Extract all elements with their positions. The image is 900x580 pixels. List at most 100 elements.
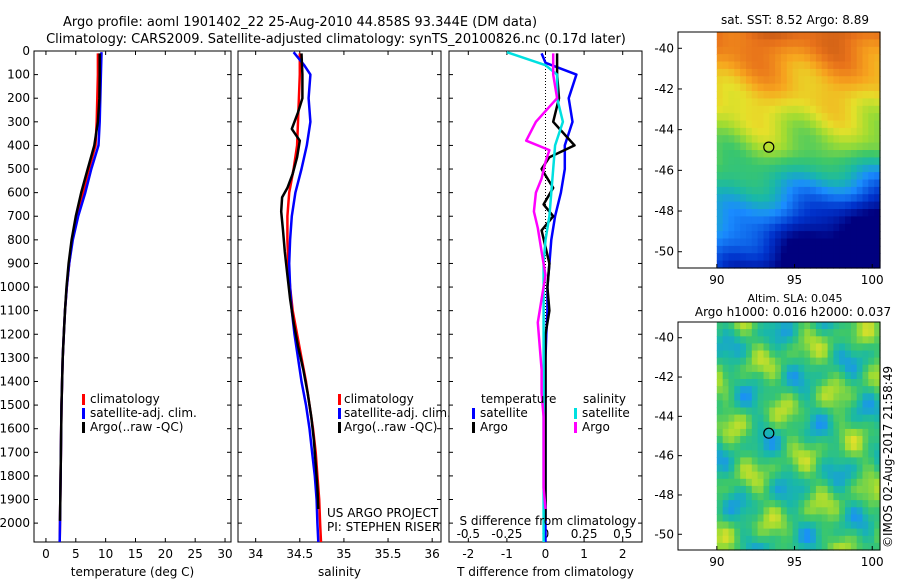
map-cell — [757, 216, 764, 225]
map-cell — [746, 535, 753, 544]
map-cell — [780, 500, 788, 508]
map-cell — [751, 457, 759, 466]
map-cell — [833, 142, 840, 151]
map-cell — [810, 39, 817, 48]
map-cell — [856, 223, 864, 232]
map-cell — [751, 535, 759, 544]
y-tick-label: 400 — [7, 138, 30, 152]
map-cell — [751, 54, 759, 63]
map-cell — [763, 507, 770, 515]
map-cell — [757, 450, 764, 458]
map-cell — [792, 421, 799, 430]
map-cell — [786, 32, 794, 40]
map-cell — [792, 393, 799, 401]
legend-swatch-temp-satellite — [472, 408, 475, 419]
map-cell — [868, 542, 875, 551]
map-cell — [722, 238, 730, 247]
map-cell — [821, 485, 829, 494]
map-cell — [728, 120, 735, 129]
map-cell — [792, 245, 799, 254]
map-cell — [786, 436, 794, 444]
map-cell — [722, 157, 730, 166]
map-cell — [786, 414, 794, 423]
map-cell — [862, 528, 869, 537]
map-cell — [874, 464, 881, 473]
map-cell — [740, 528, 747, 537]
map-cell — [722, 414, 730, 423]
map-cell — [746, 450, 753, 458]
map-cell — [856, 61, 864, 70]
figure-title-line2: Climatology: CARS2009. Satellite-adjuste… — [46, 32, 626, 47]
map-cell — [845, 443, 852, 451]
x-tick-label: 2 — [619, 547, 627, 561]
map-cell — [769, 105, 776, 114]
map-cell — [839, 443, 846, 451]
map-cell — [862, 83, 869, 92]
map-cell — [833, 179, 840, 188]
map-cell — [821, 238, 829, 247]
map-cell — [740, 68, 747, 77]
map-cell — [821, 478, 829, 487]
map-cell — [780, 393, 788, 401]
map-cell — [827, 179, 834, 188]
map-cell — [775, 528, 782, 537]
map-cell — [850, 39, 858, 48]
map-cell — [856, 343, 864, 352]
map-cell — [810, 216, 817, 225]
map-cell — [786, 371, 794, 380]
map-cell — [786, 157, 794, 166]
map-cell — [815, 260, 823, 269]
map-cell — [780, 32, 788, 40]
map-cell — [728, 485, 735, 494]
map-cell — [839, 421, 846, 430]
map-cell — [722, 179, 730, 188]
map-cell — [815, 464, 823, 473]
map-cell — [839, 142, 846, 151]
difference-panel: -2 -1 0 1 2-0.5 -0.25 0 0.25 0.5T difference fro… — [448, 50, 643, 579]
map-cell — [775, 436, 782, 444]
map-cell — [780, 478, 788, 487]
legend-swatch-climatology — [338, 394, 341, 405]
map-cell — [798, 120, 805, 129]
map-cell — [821, 46, 829, 55]
map-cell — [780, 91, 788, 99]
map-cell — [763, 350, 770, 359]
map-cell — [746, 186, 753, 195]
map-cell — [833, 400, 840, 409]
map-cell — [734, 443, 741, 451]
map-cell — [769, 400, 776, 409]
map-cell — [734, 528, 741, 537]
map-cell — [810, 172, 817, 181]
map-cell — [780, 245, 788, 254]
map-cell — [792, 216, 799, 225]
map-cell — [850, 521, 858, 530]
map-cell — [722, 231, 730, 240]
map-cell — [780, 485, 788, 494]
map-cell — [845, 386, 852, 394]
map-cell — [856, 364, 864, 373]
map-cell — [757, 194, 764, 203]
map-cell — [746, 135, 753, 144]
map-cell — [722, 379, 730, 387]
map-cell — [827, 393, 834, 401]
map-cell — [746, 39, 753, 48]
map-cell — [734, 350, 741, 359]
map-cell — [786, 68, 794, 77]
map-cell — [757, 514, 764, 523]
map-cell — [845, 428, 852, 437]
map-cell — [868, 364, 875, 373]
map-cell — [862, 223, 869, 232]
map-cell — [839, 322, 846, 330]
map-cell — [769, 414, 776, 423]
map-cell — [862, 436, 869, 444]
map-cell — [845, 61, 852, 70]
map-cell — [716, 201, 724, 210]
sla-map-title-line2: Argo h1000: 0.016 h2000: 0.037 — [695, 305, 891, 319]
map-cell — [821, 350, 829, 359]
map-cell — [775, 507, 782, 515]
map-cell — [775, 450, 782, 458]
map-cell — [827, 68, 834, 77]
map-cell — [804, 54, 811, 63]
map-cell — [740, 329, 747, 337]
map-cell — [821, 421, 829, 430]
